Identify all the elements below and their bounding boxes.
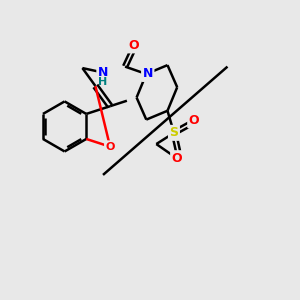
Text: O: O (128, 39, 139, 52)
Text: N: N (98, 66, 108, 79)
Text: O: O (172, 152, 182, 165)
Text: O: O (189, 114, 199, 127)
Text: H: H (98, 77, 107, 87)
Text: O: O (105, 142, 115, 152)
Text: N: N (142, 68, 153, 80)
Text: S: S (169, 126, 178, 140)
